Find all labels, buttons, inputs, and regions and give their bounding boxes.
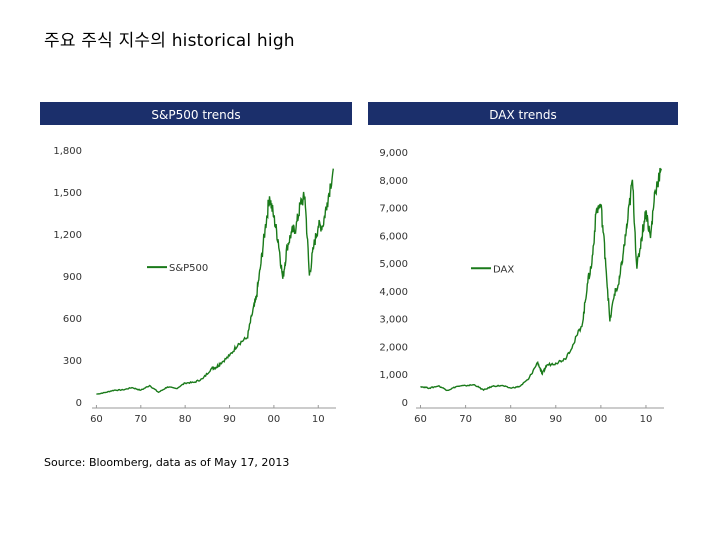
y-tick-label: 0 (76, 398, 82, 409)
source-note: Source: Bloomberg, data as of May 17, 20… (44, 456, 290, 469)
x-tick-label: 90 (549, 414, 562, 425)
y-tick-label: 1,500 (53, 188, 82, 199)
legend-label: DAX (493, 264, 514, 275)
x-tick-label: 90 (223, 414, 236, 425)
y-tick-label: 1,000 (379, 370, 408, 381)
y-tick-label: 9,000 (379, 148, 408, 159)
x-tick-label: 70 (134, 414, 147, 425)
sp500-chart-title: S&P500 trends (40, 102, 352, 125)
y-tick-label: 7,000 (379, 204, 408, 215)
series-line-dax (420, 167, 662, 392)
legend-label: S&P500 (169, 263, 208, 274)
dax-chart-panel: DAX trends 0 1,000 2,000 3,000 4,000 5,000 6,0… (368, 102, 678, 438)
y-tick-label: 900 (63, 272, 82, 283)
x-tick-label: 00 (595, 414, 608, 425)
x-tick-label: 60 (90, 414, 103, 425)
x-tick-label: 80 (504, 414, 517, 425)
x-tick-label: 10 (312, 414, 325, 425)
y-tick-label: 0 (402, 398, 408, 409)
y-tick-label: 300 (63, 356, 82, 367)
x-tick-label: 00 (268, 414, 281, 425)
x-tick-label: 60 (414, 414, 427, 425)
dax-chart-title: DAX trends (368, 102, 678, 125)
y-tick-label: 600 (63, 314, 82, 325)
x-tick-label: 10 (640, 414, 653, 425)
y-tick-label: 6,000 (379, 231, 408, 242)
x-tick-label: 80 (179, 414, 192, 425)
slide-title: 주요 주식 지수의 historical high (44, 31, 295, 51)
sp500-chart: 0 300 600 900 1,200 1,500 1,800 60 70 80 90 00 10 S&P… (53, 146, 336, 425)
x-tick-label: 70 (459, 414, 472, 425)
dax-chart: 0 1,000 2,000 3,000 4,000 5,000 6,000 7,000 8,00… (379, 148, 664, 425)
y-tick-label: 5,000 (379, 259, 408, 270)
y-tick-label: 1,800 (53, 146, 82, 157)
y-tick-label: 4,000 (379, 287, 408, 298)
y-tick-label: 1,200 (53, 230, 82, 241)
y-tick-label: 3,000 (379, 315, 408, 326)
series-line-sp500 (96, 168, 334, 395)
sp500-chart-panel: S&P500 trends 0 300 600 900 1,200 1,500 1,800 6… (40, 102, 352, 438)
y-tick-label: 8,000 (379, 176, 408, 187)
y-tick-label: 2,000 (379, 342, 408, 353)
